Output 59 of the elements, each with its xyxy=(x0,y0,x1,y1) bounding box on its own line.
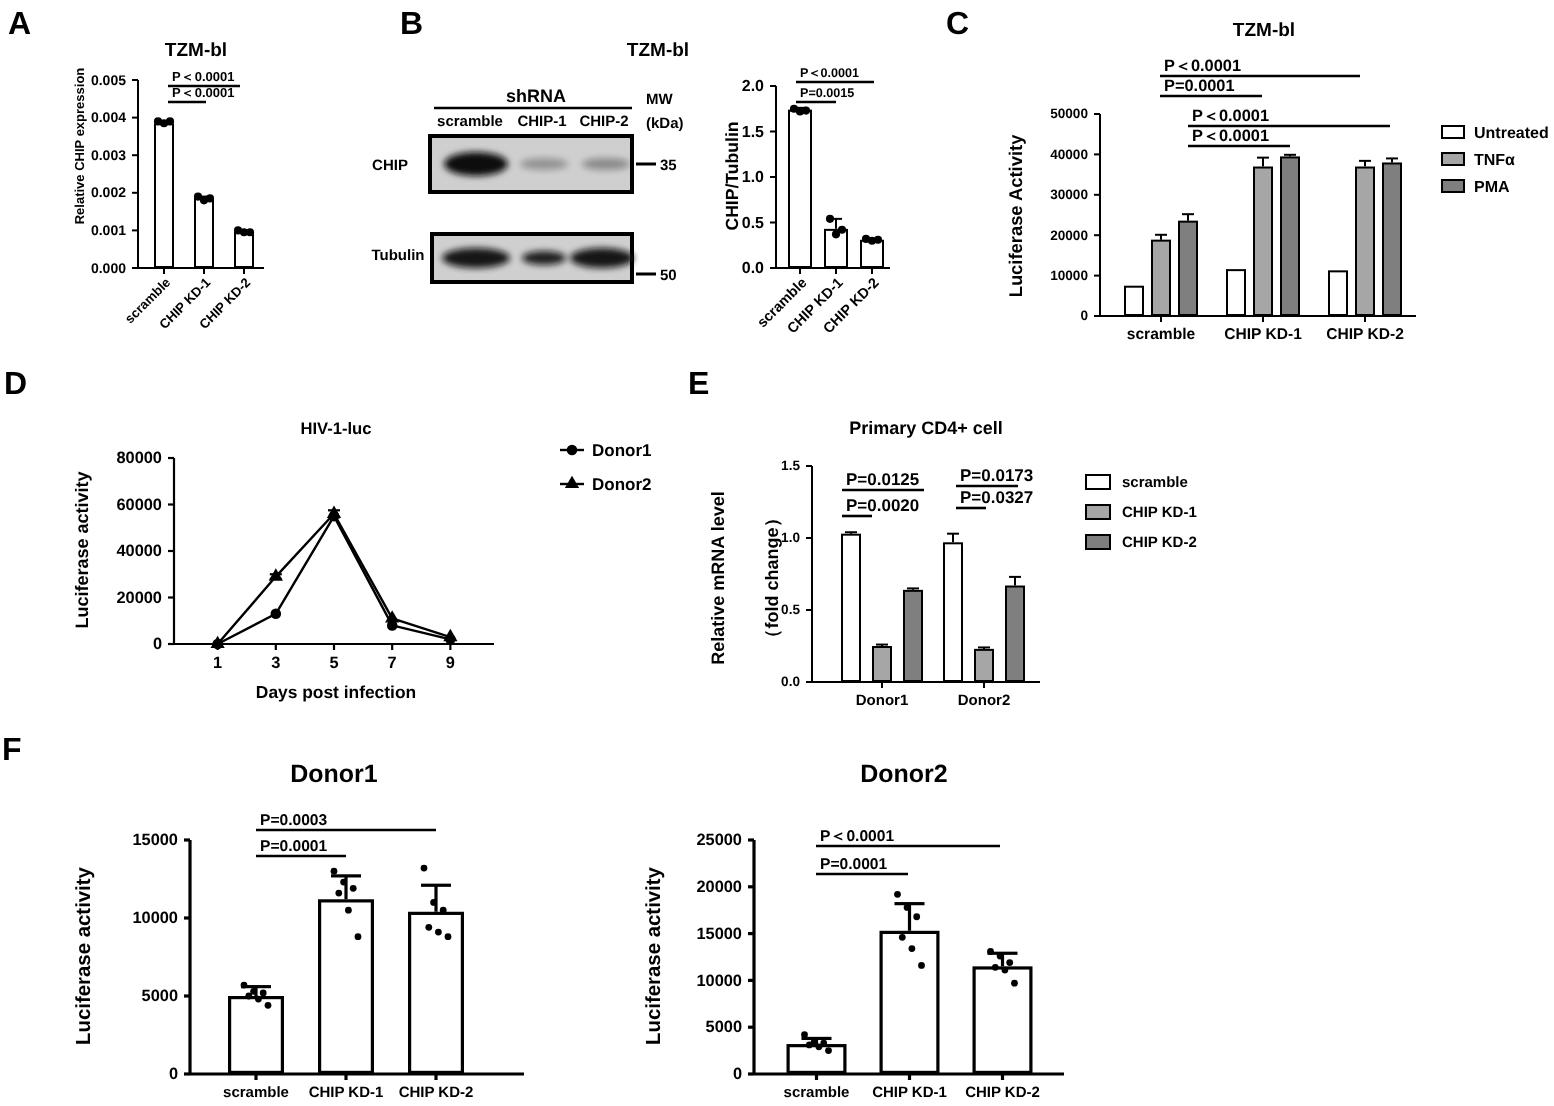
chart-title: TZM-bl xyxy=(1232,20,1296,42)
chart-title: Primary CD4+ cell xyxy=(849,418,1003,438)
y-axis-title: CHIP/Tubulin xyxy=(722,121,742,231)
text: TZM-bl xyxy=(626,40,690,62)
text: D xyxy=(4,368,28,402)
y-tick-label: 15000 xyxy=(696,924,743,943)
y-tick-label: 60000 xyxy=(116,495,163,514)
text: E xyxy=(688,368,710,402)
text: F xyxy=(2,734,22,768)
y-tick-label: 5000 xyxy=(141,987,179,1006)
y-axis-title: Luciferase activity xyxy=(72,471,92,629)
x-tick-label: 5 xyxy=(329,653,340,672)
y-tick-label: 1.5 xyxy=(741,122,766,141)
annotation: P＜0.0001 xyxy=(1192,127,1270,145)
y-tick-label: 0.0 xyxy=(741,259,766,278)
legend-label: Donor1 xyxy=(592,439,653,460)
annotation: P＜0.0001 xyxy=(1192,107,1270,125)
y-tick-label: 0 xyxy=(732,1065,743,1084)
y-tick-label: 2.0 xyxy=(741,77,766,96)
text: P=0.0001 xyxy=(1164,77,1236,95)
text: C xyxy=(946,8,970,42)
y-tick-label: 0 xyxy=(152,635,163,654)
legend-label: Donor2 xyxy=(592,473,653,494)
y-tick-label: 40000 xyxy=(116,542,163,561)
y-tick-label: 10000 xyxy=(696,971,743,990)
annotation: P=0.0020 xyxy=(846,495,920,515)
x-tick-label: 3 xyxy=(271,653,282,672)
legend-label: PMA xyxy=(1474,177,1510,196)
x-axis-title: Days post infection xyxy=(255,682,417,702)
y-tick-label: 20000 xyxy=(696,878,743,897)
y-axis-title: Luciferase activity xyxy=(644,866,666,1045)
legend-label: Untreated xyxy=(1474,123,1549,142)
text: B xyxy=(400,8,424,42)
x-tick-label: 1 xyxy=(213,653,224,672)
legend-label: TNFα xyxy=(1474,150,1516,169)
y-tick-label: 80000 xyxy=(116,449,163,468)
y-tick-label: 25000 xyxy=(696,831,743,850)
y-tick-label: 0 xyxy=(168,1065,179,1084)
chart-title: Donor1 xyxy=(290,760,378,788)
text: shRNA xyxy=(505,86,567,106)
text: A xyxy=(8,8,32,42)
y-tick-label: 20000 xyxy=(116,588,163,607)
y-axis-title: Luciferase activity xyxy=(74,866,96,1045)
chart-title: Donor2 xyxy=(860,760,948,788)
y-axis-title: Luciferase Activity xyxy=(1006,132,1026,298)
annotation: P=0.0173 xyxy=(960,465,1034,485)
text: P＜0.0001 xyxy=(1164,57,1242,75)
y-tick-label: 15000 xyxy=(132,831,179,850)
text: Relative mRNA level （fold change） xyxy=(708,491,782,665)
annotation: P=0.0125 xyxy=(846,469,920,489)
chart-title: HIV-1-luc xyxy=(300,418,373,438)
y-tick-label: 5000 xyxy=(705,1018,743,1037)
y-tick-label: 0.5 xyxy=(741,213,766,232)
chart-title: TZM-bl xyxy=(164,40,228,62)
x-tick-label: 7 xyxy=(387,653,398,672)
y-tick-label: 10000 xyxy=(132,909,179,928)
y-tick-label: 1.0 xyxy=(741,168,766,187)
annotation: P=0.0327 xyxy=(960,487,1034,507)
x-tick-label: 9 xyxy=(445,653,456,672)
